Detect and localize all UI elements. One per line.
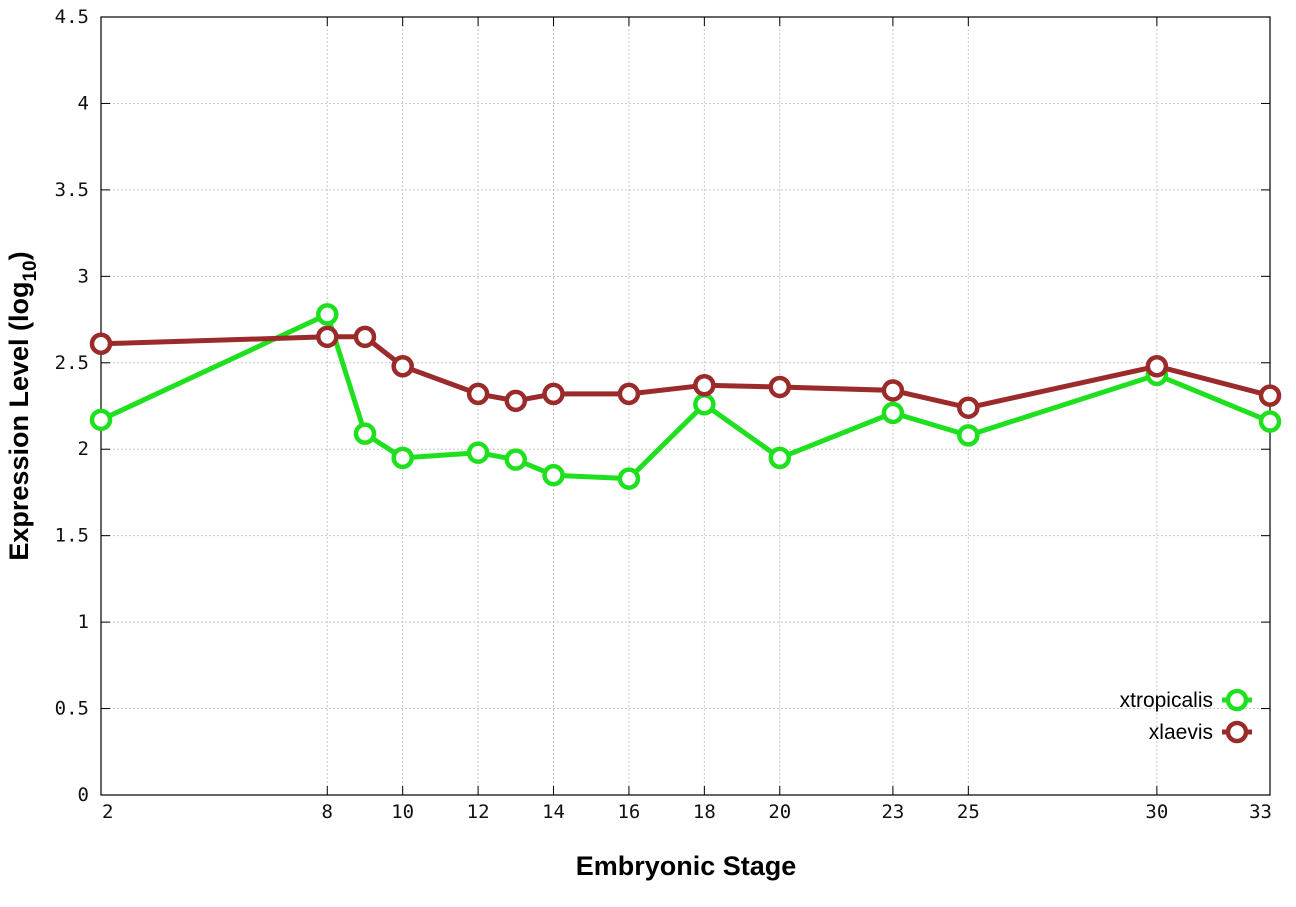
y-tick-label: 1 — [78, 611, 89, 633]
data-point-xlaevis — [89, 332, 113, 356]
data-point-xtropicalis — [316, 303, 339, 326]
data-point-xlaevis — [881, 379, 905, 402]
data-point-xlaevis — [768, 375, 792, 399]
data-point-xlaevis — [693, 374, 716, 397]
x-tick-label: 10 — [391, 801, 414, 823]
data-point-xtropicalis — [957, 424, 980, 447]
y-tick-label: 4 — [78, 92, 89, 114]
y-tick-label: 0 — [78, 784, 89, 806]
plot-frame — [100, 16, 1271, 796]
y-axis-title-main: Expression Level (log — [4, 282, 34, 561]
data-point-xlaevis — [466, 382, 490, 406]
data-point-xtropicalis — [504, 448, 528, 471]
data-point-xtropicalis — [353, 422, 377, 445]
data-point-xtropicalis — [617, 467, 641, 490]
x-tick-label: 8 — [322, 801, 333, 823]
data-point-xtropicalis — [391, 446, 414, 470]
data-point-xtropicalis — [542, 463, 565, 487]
data-point-xlaevis — [504, 389, 528, 413]
x-tick-label: 14 — [542, 801, 565, 823]
data-point-xtropicalis — [768, 446, 792, 470]
x-axis: 2 8 10 12 14 16 18 20 23 25 30 33 — [100, 17, 1272, 823]
y-axis-title-close: ) — [4, 251, 34, 260]
x-tick-label: 20 — [768, 801, 791, 823]
data-point-xlaevis — [957, 396, 980, 419]
y-axis-title-subscript: 10 — [20, 260, 41, 281]
legend-marker-xtropicalis — [1225, 688, 1249, 712]
y-axis: 0 0.5 1 1.5 2 2.5 3 3.5 4 4.5 — [55, 6, 1270, 806]
y-tick-label: 1.5 — [55, 525, 89, 547]
data-point-xlaevis — [353, 325, 377, 349]
data-point-xlaevis — [617, 382, 641, 406]
x-tick-label: 2 — [102, 801, 113, 823]
y-tick-label: 0.5 — [55, 698, 89, 720]
data-point-xtropicalis — [1258, 410, 1282, 433]
y-tick-label: 3 — [78, 265, 89, 287]
x-tick-label: 12 — [467, 801, 490, 823]
x-tick-label: 25 — [957, 801, 980, 823]
data-point-xlaevis — [1145, 354, 1169, 378]
x-tick-label: 23 — [881, 801, 904, 823]
data-point-xtropicalis — [466, 441, 490, 464]
x-tick-label: 33 — [1249, 801, 1272, 823]
x-tick-label: 18 — [693, 801, 716, 823]
data-point-xtropicalis — [693, 393, 716, 416]
data-point-xlaevis — [391, 354, 414, 378]
legend-label-xlaevis: xlaevis — [1149, 721, 1213, 744]
data-point-xtropicalis — [89, 408, 113, 432]
legend-marker-xlaevis — [1225, 720, 1249, 744]
x-tick-label: 16 — [617, 801, 640, 823]
data-point-xlaevis — [1258, 384, 1282, 407]
y-tick-label: 2.5 — [55, 352, 89, 374]
data-point-xtropicalis — [881, 401, 905, 425]
y-axis-title: Expression Level (log10) — [4, 251, 41, 560]
data-point-xlaevis — [316, 325, 339, 349]
data-point-xlaevis — [542, 382, 565, 406]
legend-label-xtropicalis: xtropicalis — [1120, 689, 1213, 712]
grid-lines — [101, 17, 1270, 795]
y-tick-label: 3.5 — [55, 179, 89, 201]
x-tick-label: 30 — [1145, 801, 1168, 823]
legend: xtropicalis xlaevis — [1120, 688, 1252, 744]
series-layer — [89, 303, 1282, 490]
x-axis-title: Embryonic Stage — [576, 851, 797, 881]
y-tick-label: 2 — [78, 438, 89, 460]
y-tick-label: 4.5 — [55, 6, 89, 28]
